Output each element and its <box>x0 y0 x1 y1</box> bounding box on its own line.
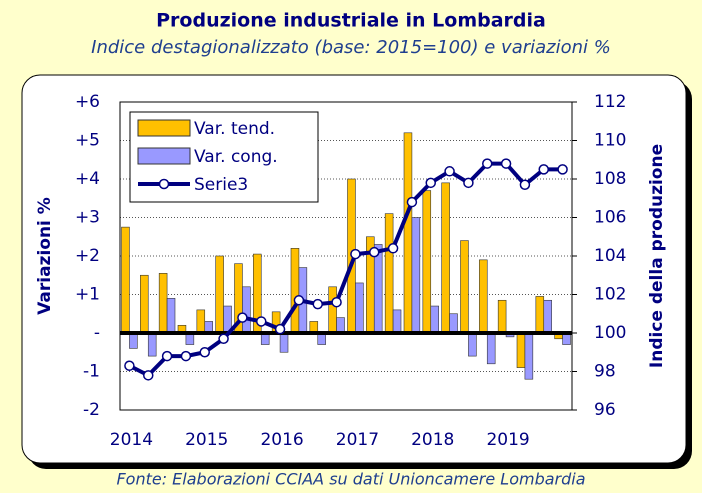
bar <box>355 282 364 334</box>
line-marker <box>369 246 380 258</box>
bar <box>468 332 477 357</box>
bar <box>279 332 289 353</box>
y2-tick-label: 100 <box>594 323 626 343</box>
bar <box>392 309 402 334</box>
bar <box>242 286 251 334</box>
y-tick-label: +6 <box>75 92 100 112</box>
line-marker <box>237 312 248 323</box>
line-marker <box>463 177 474 189</box>
bar <box>441 182 450 334</box>
y2-axis-label: Indice della produzione <box>647 144 667 368</box>
bar <box>411 217 421 334</box>
x-tick-label: 2015 <box>185 430 228 450</box>
bar <box>516 332 526 368</box>
bar <box>524 332 534 380</box>
bar <box>479 259 488 334</box>
y2-tick-label: 96 <box>594 400 616 420</box>
y2-tick-label: 108 <box>594 169 626 189</box>
y-tick-label: +4 <box>75 169 100 189</box>
line-marker <box>274 323 286 335</box>
legend-swatch <box>158 178 170 190</box>
line-marker <box>218 333 229 345</box>
y-tick-label: +2 <box>75 246 100 266</box>
x-tick-label: 2017 <box>336 430 379 450</box>
y-tick-label: -2 <box>83 400 100 420</box>
bar <box>158 273 168 334</box>
line-marker <box>143 370 154 381</box>
bar <box>403 132 413 334</box>
bar <box>166 298 176 334</box>
line-marker <box>482 158 493 169</box>
y2-tick-label: 106 <box>594 208 626 228</box>
legend-swatch <box>137 119 191 137</box>
line-marker <box>293 295 305 306</box>
bar <box>430 305 439 334</box>
bar <box>140 274 149 334</box>
line-marker <box>312 298 323 310</box>
line-marker <box>331 296 342 308</box>
y2-tick-label: 112 <box>594 92 626 112</box>
y-tick-label: - <box>94 323 100 343</box>
bar <box>449 313 458 334</box>
line-marker <box>256 316 267 327</box>
legend-swatch <box>137 147 191 165</box>
y2-tick-label: 110 <box>594 131 626 151</box>
line-marker <box>387 243 399 254</box>
line-marker <box>425 177 436 189</box>
line-marker <box>500 158 512 169</box>
line-marker <box>406 196 418 208</box>
bar <box>290 248 300 334</box>
line-marker <box>199 347 210 358</box>
bar <box>215 255 224 334</box>
x-tick-label: 2016 <box>260 430 303 450</box>
bar <box>535 296 545 334</box>
line-marker <box>350 248 361 260</box>
y-tick-label: -1 <box>83 362 100 382</box>
bar <box>196 309 206 334</box>
source: Fonte: Elaborazioni CCIAA su dati Unionc… <box>116 470 585 489</box>
bar <box>373 244 383 334</box>
line-marker <box>519 179 531 191</box>
y-tick-label: +1 <box>75 285 100 305</box>
bar <box>422 190 432 334</box>
subtitle: Indice destagionalizzato (base: 2015=100… <box>91 37 611 58</box>
x-tick-label: 2019 <box>486 430 529 450</box>
y-tick-label: +3 <box>75 208 100 228</box>
bar <box>121 226 130 334</box>
bar <box>460 240 469 334</box>
line-marker <box>124 360 135 371</box>
x-tick-label: 2018 <box>411 430 454 450</box>
y-axis-label: Variazioni % <box>35 197 55 315</box>
legend-label: Var. tend. <box>194 119 275 139</box>
line-marker <box>444 166 455 177</box>
legend-label: Var. cong. <box>194 147 278 167</box>
y-tick-label: +5 <box>75 131 100 151</box>
bar <box>336 317 345 334</box>
line-marker <box>538 164 549 175</box>
x-tick-label: 2014 <box>110 430 153 450</box>
bar <box>497 299 507 334</box>
chart-title: Produzione industriale in Lombardia <box>156 10 546 32</box>
line-marker <box>180 350 192 362</box>
bar <box>147 332 157 357</box>
legend-label: Serie3 <box>194 175 248 195</box>
y2-tick-label: 98 <box>594 362 616 382</box>
line-marker <box>557 164 568 175</box>
bar <box>129 332 138 349</box>
bar <box>543 299 552 334</box>
bar <box>328 286 337 334</box>
bar <box>486 332 496 365</box>
y2-tick-label: 102 <box>594 285 626 305</box>
bar <box>384 213 394 334</box>
plot-frame <box>119 101 573 411</box>
y2-tick-label: 104 <box>594 246 626 266</box>
line-marker <box>161 350 173 362</box>
